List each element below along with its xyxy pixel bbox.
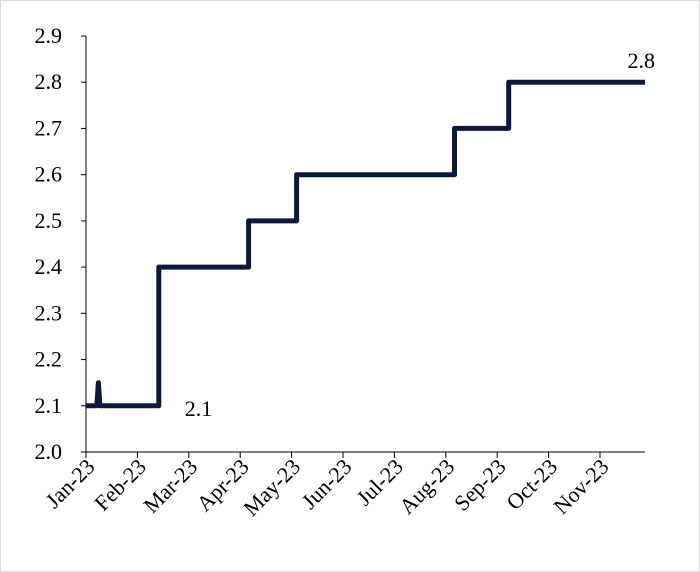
x-tick-label: Feb-23 [89,454,151,516]
y-tick-label: 2.7 [35,115,63,140]
y-tick-label: 2.8 [35,69,63,94]
y-tick-label: 2.3 [35,300,63,325]
x-tick-label: May-23 [238,454,305,521]
data-label: 2.1 [185,396,213,421]
series-line-0 [86,79,645,409]
x-axis: Jan-23Feb-23Mar-23Apr-23May-23Jun-23Jul-… [40,451,645,521]
y-tick-label: 2.5 [35,208,63,233]
series-layer [86,79,645,409]
x-tick-label: Nov-23 [548,454,613,519]
x-tick-label: Sep-23 [449,454,511,516]
y-axis: 2.0 2.1 2.2 2.3 2.4 2.5 2.6 2.7 2.8 2.9 [35,23,87,464]
x-tick-label: Aug-23 [394,454,459,519]
y-tick-label: 2.0 [35,439,63,464]
x-tick-label: Mar-23 [138,454,202,518]
x-tick-label: Jun-23 [297,454,357,514]
y-tick-label: 2.6 [35,162,63,187]
data-label: 2.8 [628,48,656,73]
y-tick-label: 2.2 [35,347,63,372]
y-tick-label: 2.1 [35,393,63,418]
y-tick-label: 2.9 [35,23,63,48]
annotation-layer: 2.1 2.8 [185,48,655,421]
y-tick-label: 2.4 [35,254,63,279]
